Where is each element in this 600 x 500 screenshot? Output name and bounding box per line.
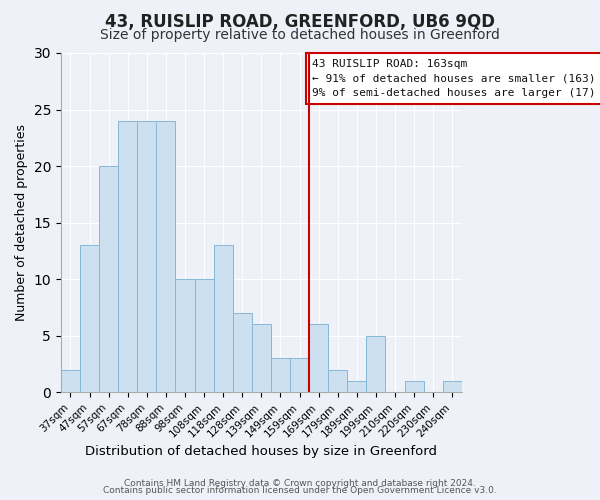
Text: Contains HM Land Registry data © Crown copyright and database right 2024.: Contains HM Land Registry data © Crown c… — [124, 478, 476, 488]
Bar — [214, 246, 233, 392]
Bar — [80, 246, 99, 392]
Bar — [157, 121, 175, 392]
Text: Contains public sector information licensed under the Open Government Licence v3: Contains public sector information licen… — [103, 486, 497, 495]
Bar — [309, 324, 328, 392]
Bar — [404, 381, 424, 392]
Bar — [118, 121, 137, 392]
Bar — [61, 370, 80, 392]
Text: 43, RUISLIP ROAD, GREENFORD, UB6 9QD: 43, RUISLIP ROAD, GREENFORD, UB6 9QD — [105, 12, 495, 30]
Bar — [252, 324, 271, 392]
Text: 43 RUISLIP ROAD: 163sqm
← 91% of detached houses are smaller (163)
9% of semi-de: 43 RUISLIP ROAD: 163sqm ← 91% of detache… — [312, 58, 600, 98]
Bar — [175, 279, 194, 392]
Bar — [443, 381, 462, 392]
X-axis label: Distribution of detached houses by size in Greenford: Distribution of detached houses by size … — [85, 444, 437, 458]
Text: Size of property relative to detached houses in Greenford: Size of property relative to detached ho… — [100, 28, 500, 42]
Bar — [271, 358, 290, 392]
Bar — [347, 381, 367, 392]
Bar — [137, 121, 157, 392]
Bar — [290, 358, 309, 392]
Bar — [99, 166, 118, 392]
Bar — [367, 336, 385, 392]
Bar — [194, 279, 214, 392]
Bar — [233, 313, 252, 392]
Bar — [328, 370, 347, 392]
Y-axis label: Number of detached properties: Number of detached properties — [15, 124, 28, 321]
